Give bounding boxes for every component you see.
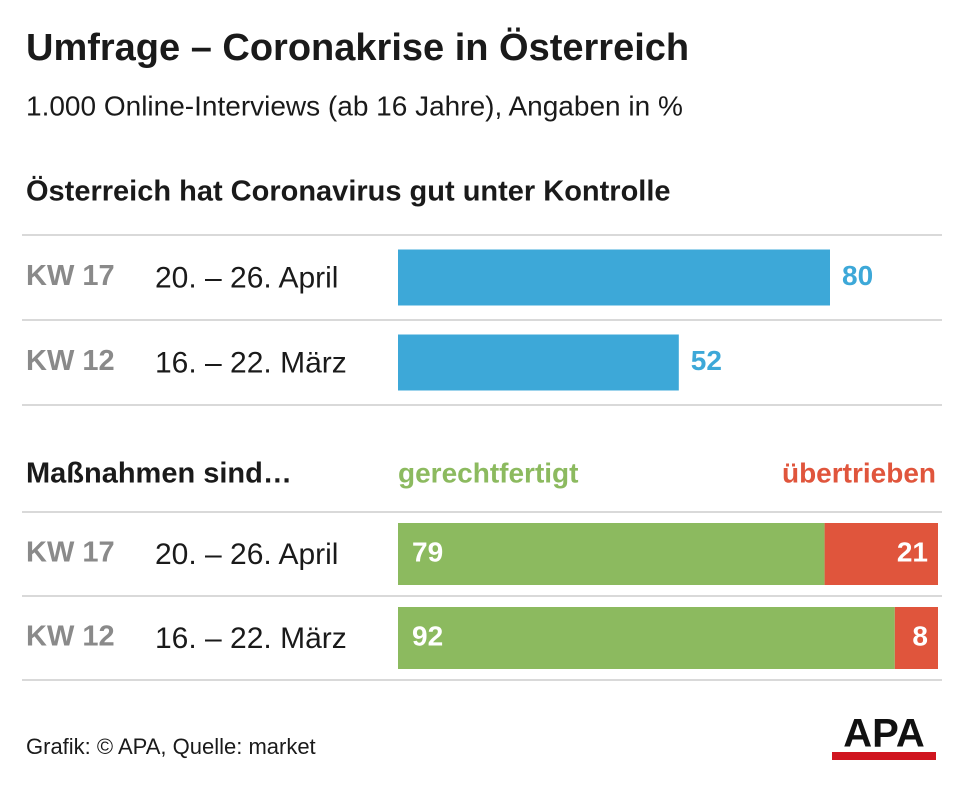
value-label: 52 (691, 345, 722, 376)
category-label: KW 12 (26, 345, 115, 377)
category-label: KW 17 (26, 260, 115, 292)
legend-label: übertrieben (782, 457, 936, 488)
chart-title: Maßnahmen sind… (26, 458, 292, 490)
bar-segment (824, 523, 938, 585)
category-date: 16. – 22. März (155, 346, 347, 379)
bar-segment (398, 523, 825, 585)
source: Grafik: © APA, Quelle: market (26, 734, 316, 759)
logo-bar (832, 752, 936, 760)
bar (398, 334, 679, 391)
logo: APA (832, 712, 936, 760)
bar-segment (398, 607, 895, 669)
value-label: 92 (412, 620, 443, 651)
value-label: 21 (897, 536, 928, 567)
bar-segment (894, 607, 938, 669)
category-label: KW 12 (26, 621, 115, 653)
category-date: 20. – 26. April (155, 538, 338, 571)
value-label: 80 (842, 260, 873, 291)
legend-label: gerechtfertigt (398, 457, 578, 488)
value-label: 8 (912, 620, 928, 651)
category-label: KW 17 (26, 537, 115, 569)
value-label: 79 (412, 536, 443, 567)
logo-text: APA (843, 712, 924, 756)
chart-title: Österreich hat Coronavirus gut unter Kon… (26, 175, 671, 208)
page-title: Umfrage – Coronakrise in Österreich (26, 26, 689, 69)
subtitle: 1.000 Online-Interviews (ab 16 Jahre), A… (26, 90, 683, 121)
category-date: 16. – 22. März (155, 622, 347, 655)
category-date: 20. – 26. April (155, 261, 338, 294)
bar (398, 249, 830, 306)
